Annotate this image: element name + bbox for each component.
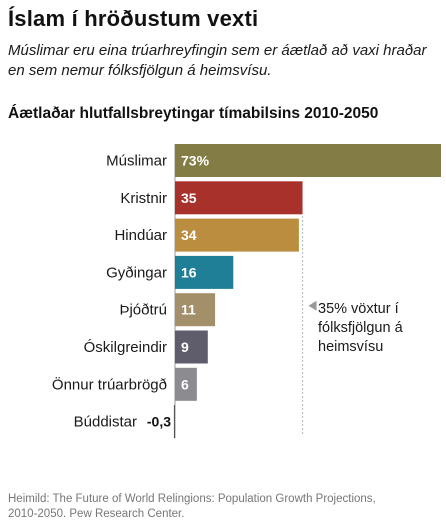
chart-subtitle: Múslimar eru eina trúarhreyfingin sem er…: [8, 42, 427, 79]
category-label: Múslimar: [106, 153, 167, 170]
category-label: Kristnir: [120, 190, 167, 207]
category-label: Gyðingar: [106, 264, 167, 281]
value-label: 6: [181, 376, 189, 392]
value-label: 11: [181, 302, 196, 318]
bar-6: [175, 367, 197, 401]
chart-title: Áætlaðar hlutfallsbreytingar tímabilsins…: [8, 105, 379, 122]
value-label: -0,3: [147, 414, 171, 430]
value-label: 16: [181, 264, 197, 280]
bar-3: [175, 255, 234, 289]
bar-0: [175, 144, 441, 177]
category-label: Óskilgreindir: [84, 339, 167, 356]
source-note: Heimild: The Future of World Relingions:…: [8, 493, 376, 520]
bar-5: [175, 330, 208, 364]
category-label: Önnur trúarbrögð: [52, 375, 167, 393]
value-label: 9: [181, 339, 189, 355]
category-label: Þjóðtrú: [119, 302, 167, 319]
bar-1: [175, 181, 303, 215]
bar-2: [175, 218, 299, 252]
bar-4: [175, 293, 216, 327]
category-label: Hindúar: [114, 227, 167, 244]
reference-arrow-icon: [308, 300, 317, 311]
reference-annotation-text: 35% vöxtur í fólksfjölgun á heimsvísu: [318, 301, 403, 355]
value-label: 35: [181, 190, 197, 206]
value-label: 73%: [181, 153, 210, 169]
chart-header-title: Íslam í hröðustum vexti: [8, 6, 259, 31]
reference-annotation: 35% vöxtur í fólksfjölgun á heimsvísu: [318, 300, 438, 357]
category-label: Búddistar: [74, 414, 137, 431]
bar-7: [173, 405, 175, 439]
value-label: 34: [181, 227, 197, 243]
